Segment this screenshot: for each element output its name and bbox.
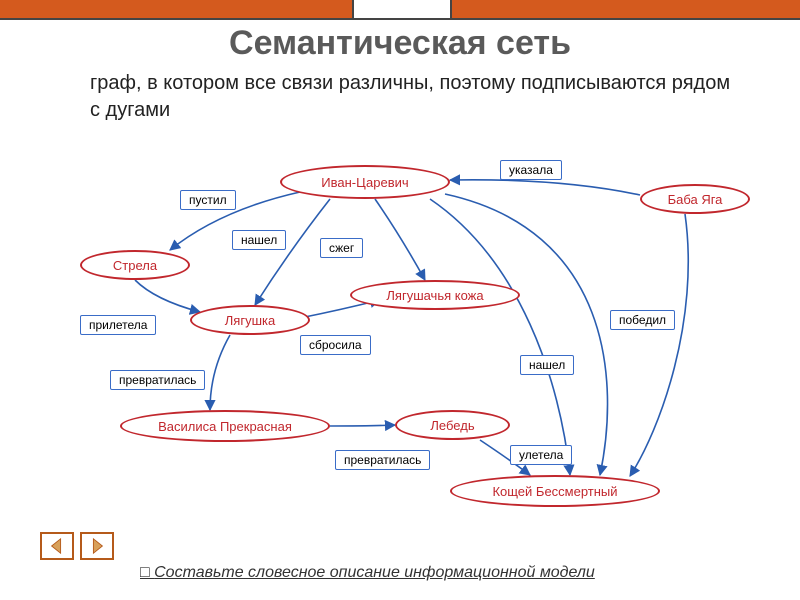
node-lyagushka: Лягушка [190,305,310,335]
footer-task: Составьте словесное описание информацион… [140,564,595,582]
edge-strela-lyagushka [135,280,200,312]
edge-label-ivan-koschei: победил [610,310,675,330]
semantic-network-diagram: Иван-Царевич Баба Яга СтрелаЛягушка Лягушач… [0,120,800,540]
edge-baba-ivan [450,180,640,195]
node-vasilisa: Василиса Прекрасная [120,410,330,442]
node-lebed: Лебедь [395,410,510,440]
edge-label-strela-lyagushka: прилетела [80,315,156,335]
edge-label-lyagushka-vasilisa: превратилась [110,370,205,390]
chevron-left-icon [48,537,66,555]
edge-lyagushka-vasilisa [210,335,230,410]
edge-label-ivan-koschei: нашел [520,355,574,375]
prev-button[interactable] [40,532,74,560]
edge-label-ivan-kozha: сжег [320,238,363,258]
top-accent-bar [0,0,800,20]
edge-baba-koschei [630,214,688,476]
edge-label-lyagushka-kozha: сбросила [300,335,371,355]
page-subtitle: граф, в котором все связи различны, поэт… [90,70,740,124]
edge-vasilisa-lebed [330,425,395,426]
chevron-right-icon [88,537,106,555]
page-title: Семантическая сеть [0,24,800,63]
edge-label-lebed-koschei: улетела [510,445,572,465]
edge-ivan-lyagushka [255,199,330,305]
node-kozha: Лягушачья кожа [350,280,520,310]
edge-label-baba-ivan: указала [500,160,562,180]
node-baba: Баба Яга [640,184,750,214]
edge-label-ivan-strela: пустил [180,190,236,210]
edge-label-vasilisa-lebed: превратилась [335,450,430,470]
edge-label-ivan-lyagushka: нашел [232,230,286,250]
node-ivan: Иван-Царевич [280,165,450,199]
node-koschei: Кощей Бессмертный [450,475,660,507]
node-strela: Стрела [80,250,190,280]
edge-ivan-kozha [375,199,425,280]
next-button[interactable] [80,532,114,560]
